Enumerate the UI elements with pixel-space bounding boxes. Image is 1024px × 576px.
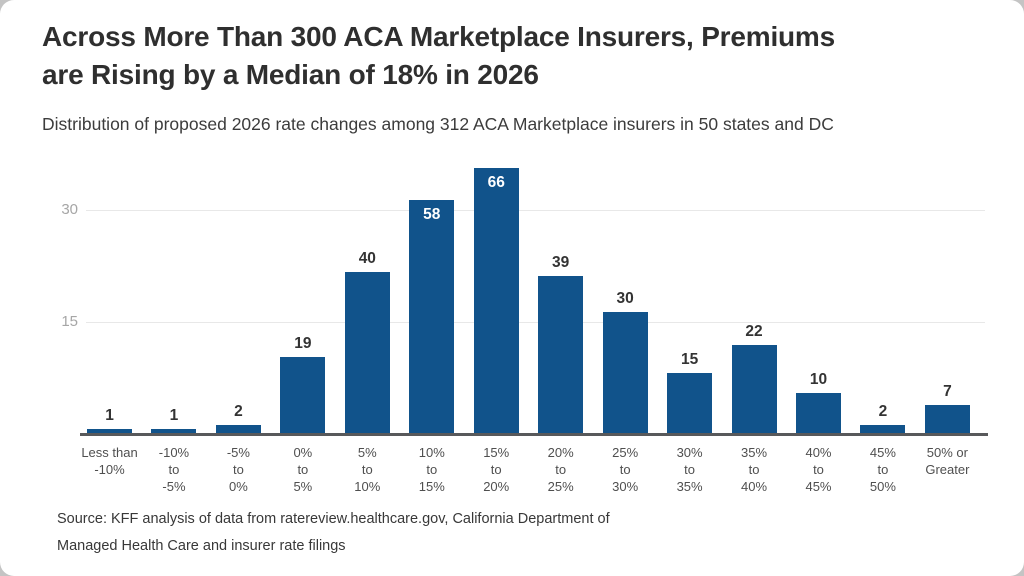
bar-value-label: 19 bbox=[294, 335, 312, 352]
x-tick-label: -5% to 0% bbox=[197, 444, 279, 495]
x-tick-label-line: 20% bbox=[483, 479, 510, 494]
x-tick-label-line: 40% bbox=[805, 445, 832, 460]
bar-0% to 5%: 19 0% to 5% bbox=[280, 335, 326, 494]
x-tick-label-line: Less than bbox=[81, 445, 138, 460]
bar-30% to 35%: 15 30% to 35% bbox=[667, 351, 713, 494]
bar-50% or Greater: 7 50% or Greater bbox=[924, 383, 970, 477]
x-tick-label-line: 20% bbox=[547, 445, 574, 460]
chart-subtitle: Distribution of proposed 2026 rate chang… bbox=[42, 114, 834, 134]
x-tick-label-line: 50% or bbox=[926, 445, 968, 460]
source-note: Source: KFF analysis of data from ratere… bbox=[57, 506, 807, 560]
y-gridline-15 bbox=[86, 322, 985, 323]
x-tick-label-line: to bbox=[168, 462, 180, 477]
x-tick-label-line: 15% bbox=[483, 445, 510, 460]
source-line-1: Source: KFF analysis of data from ratere… bbox=[57, 511, 610, 527]
x-tick-label-line: 35% bbox=[741, 445, 768, 460]
bar-15% to 20%: 66 15% to 20% bbox=[473, 168, 519, 494]
x-tick-label-line: 0% bbox=[293, 445, 313, 460]
x-tick-label-line: -5% bbox=[162, 479, 186, 494]
x-tick-label-line: 40% bbox=[741, 479, 768, 494]
x-tick-label-line: to bbox=[555, 462, 567, 477]
bar-value-label: 58 bbox=[423, 206, 441, 223]
x-tick-label-line: 0% bbox=[229, 479, 248, 494]
x-tick-label-line: 10% bbox=[354, 479, 381, 494]
bar-value-label: 2 bbox=[878, 403, 888, 420]
x-tick-label: 0% to 5% bbox=[262, 444, 344, 495]
x-tick-label-line: 5% bbox=[357, 445, 377, 460]
bar-value-label: 22 bbox=[745, 323, 763, 340]
bar--5% to 0%: 2 -5% to 0% bbox=[215, 403, 261, 494]
x-tick-label: -10% to -5% bbox=[133, 444, 215, 495]
x-tick-label-line: 30% bbox=[676, 445, 703, 460]
x-tick-label-line: to bbox=[877, 462, 889, 477]
bar-value-label: 40 bbox=[358, 250, 376, 267]
bar-value-label: 30 bbox=[616, 290, 634, 307]
bars-row: 1 Less than -10% 1 -10% to -5% 2 -5% to 0% 19 0% to 5%… bbox=[81, 161, 970, 494]
x-tick-label: 25% to 30% bbox=[584, 444, 666, 495]
y-tick-label-15: 15 bbox=[61, 313, 78, 330]
bar-5% to 10%: 40 5% to 10% bbox=[344, 250, 390, 494]
x-tick-label: Less than -10% bbox=[69, 444, 151, 478]
bar-value-label: 2 bbox=[234, 403, 243, 420]
x-tick-label-line: 25% bbox=[612, 445, 639, 460]
source-line-2: Managed Health Care and insurer rate fil… bbox=[57, 538, 346, 554]
x-tick-label: 50% or Greater bbox=[906, 444, 988, 478]
x-tick-label-line: to bbox=[232, 462, 244, 477]
x-tick-label-line: 25% bbox=[547, 479, 574, 494]
x-tick-label-line: to bbox=[748, 462, 760, 477]
x-tick-label-line: 10% bbox=[418, 445, 445, 460]
page-title-line-2: are Rising by a Median of 18% in 2026 bbox=[42, 59, 539, 90]
bar-value-label: 66 bbox=[487, 174, 505, 191]
x-axis-line bbox=[80, 433, 988, 436]
x-tick-label: 40% to 45% bbox=[777, 444, 859, 495]
x-tick-label: 20% to 25% bbox=[520, 444, 602, 495]
bar-value-label: 39 bbox=[552, 254, 570, 271]
bar-40% to 45%: 10 40% to 45% bbox=[795, 371, 841, 494]
x-tick-label-line: 35% bbox=[676, 479, 703, 494]
x-tick-label-line: to bbox=[426, 462, 438, 477]
bar-value-label: 1 bbox=[105, 407, 114, 424]
x-tick-label-line: Greater bbox=[925, 462, 970, 477]
x-tick-label-line: 50% bbox=[869, 479, 896, 494]
bar-value-label: 1 bbox=[169, 407, 179, 424]
x-tick-label-line: to bbox=[684, 462, 695, 477]
bar-value-label: 10 bbox=[809, 371, 828, 388]
x-tick-label-line: to bbox=[490, 462, 502, 477]
x-tick-label: 10% to 15% bbox=[391, 444, 473, 495]
y-tick-label-30: 30 bbox=[61, 201, 78, 218]
x-tick-label-line: to bbox=[361, 462, 373, 477]
x-tick-label-line: -10% bbox=[158, 445, 190, 460]
x-tick-label-line: 45% bbox=[805, 479, 832, 494]
x-tick-label-line: 45% bbox=[869, 445, 896, 460]
bar-20% to 25%: 39 20% to 25% bbox=[538, 254, 584, 494]
bar-25% to 30%: 30 25% to 30% bbox=[602, 290, 648, 494]
x-tick-label-line: -10% bbox=[94, 462, 125, 477]
x-tick-label: 45% to 50% bbox=[842, 444, 924, 495]
x-tick-label: 35% to 40% bbox=[713, 444, 795, 495]
x-tick-label-line: to bbox=[297, 462, 309, 477]
x-tick-label-line: to bbox=[813, 462, 824, 477]
x-tick-label: 5% to 10% bbox=[326, 444, 408, 495]
bar--10% to -5%: 1 -10% to -5% bbox=[151, 407, 197, 494]
x-tick-label-line: -5% bbox=[226, 445, 250, 460]
bar-10% to 15%: 58 10% to 15% bbox=[409, 200, 455, 494]
x-tick-label: 15% to 20% bbox=[455, 444, 537, 495]
x-tick-label-line: 15% bbox=[418, 479, 445, 494]
bar-Less than -10%: 1 Less than -10% bbox=[81, 407, 137, 477]
x-tick-label-line: 5% bbox=[293, 479, 313, 494]
bar-value-label: 15 bbox=[680, 351, 699, 368]
bar-45% to 50%: 2 45% to 50% bbox=[860, 403, 906, 494]
x-tick-label-line: to bbox=[619, 462, 631, 477]
bar-value-label: 7 bbox=[943, 383, 952, 400]
x-tick-label: 30% to 35% bbox=[649, 444, 731, 495]
bar-35% to 40%: 22 35% to 40% bbox=[731, 323, 777, 494]
page-title: Across More Than 300 ACA Marketplace Ins… bbox=[42, 18, 992, 94]
x-tick-label-line: 30% bbox=[612, 479, 639, 494]
y-gridline-30 bbox=[86, 210, 985, 211]
page-title-line-1: Across More Than 300 ACA Marketplace Ins… bbox=[42, 21, 836, 52]
